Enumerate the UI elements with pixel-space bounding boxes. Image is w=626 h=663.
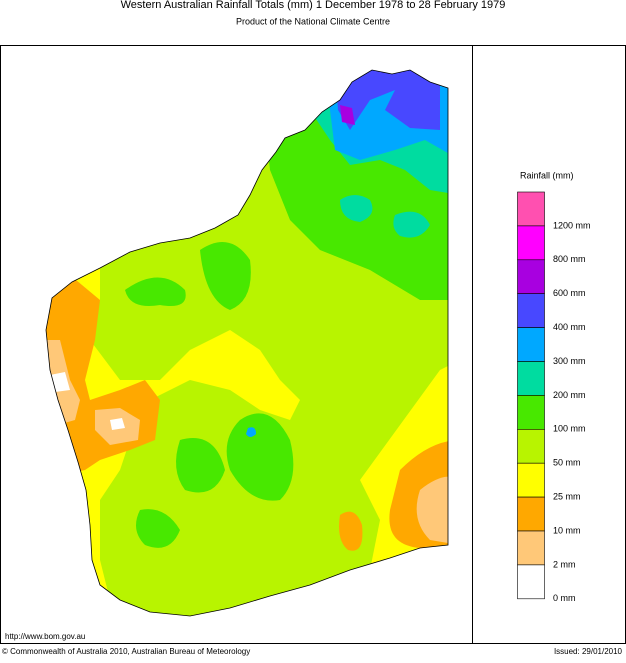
- legend-swatch: [517, 462, 545, 498]
- legend-label: 400 mm: [553, 322, 586, 332]
- legend-label: 800 mm: [553, 254, 586, 264]
- legend-swatch: [517, 395, 545, 430]
- coastline: [45, 69, 449, 617]
- legend-label: 25 mm: [553, 491, 581, 501]
- legend-label: 50 mm: [553, 458, 581, 468]
- legend-label: 200 mm: [553, 390, 586, 400]
- footer-copyright: © Commonwealth of Australia 2010, Austra…: [2, 647, 250, 656]
- legend-swatch: [517, 361, 545, 396]
- legend-swatch: [517, 225, 545, 261]
- legend-swatch: [517, 496, 545, 532]
- legend-label: 600 mm: [553, 288, 586, 298]
- legend-label: 2 mm: [553, 559, 576, 569]
- legend-swatch: [517, 191, 545, 227]
- legend-label: 0 mm: [553, 593, 576, 603]
- rainfall-map: [46, 70, 448, 616]
- legend-label: 10 mm: [553, 525, 581, 535]
- legend-swatch: [517, 293, 545, 328]
- legend-swatch: [517, 428, 545, 464]
- legend-swatch: [517, 259, 545, 294]
- legend-title: Rainfall (mm): [520, 170, 574, 180]
- legend-label: 300 mm: [553, 356, 586, 366]
- legend-swatch: [517, 530, 545, 566]
- legend-swatch: [517, 564, 545, 600]
- legend-label: 1200 mm: [553, 220, 591, 230]
- footer-issued: Issued: 29/01/2010: [554, 647, 623, 656]
- legend: 1200 mm 800 mm 600 mm 400 mm 300 mm 200 mm 100…: [517, 191, 591, 603]
- legend-label: 100 mm: [553, 424, 586, 434]
- footer-url: http://www.bom.gov.au: [5, 632, 85, 641]
- subtitle: Product of the National Climate Centre: [236, 16, 390, 26]
- legend-swatch: [517, 327, 545, 362]
- title: Western Australian Rainfall Totals (mm) …: [121, 0, 506, 11]
